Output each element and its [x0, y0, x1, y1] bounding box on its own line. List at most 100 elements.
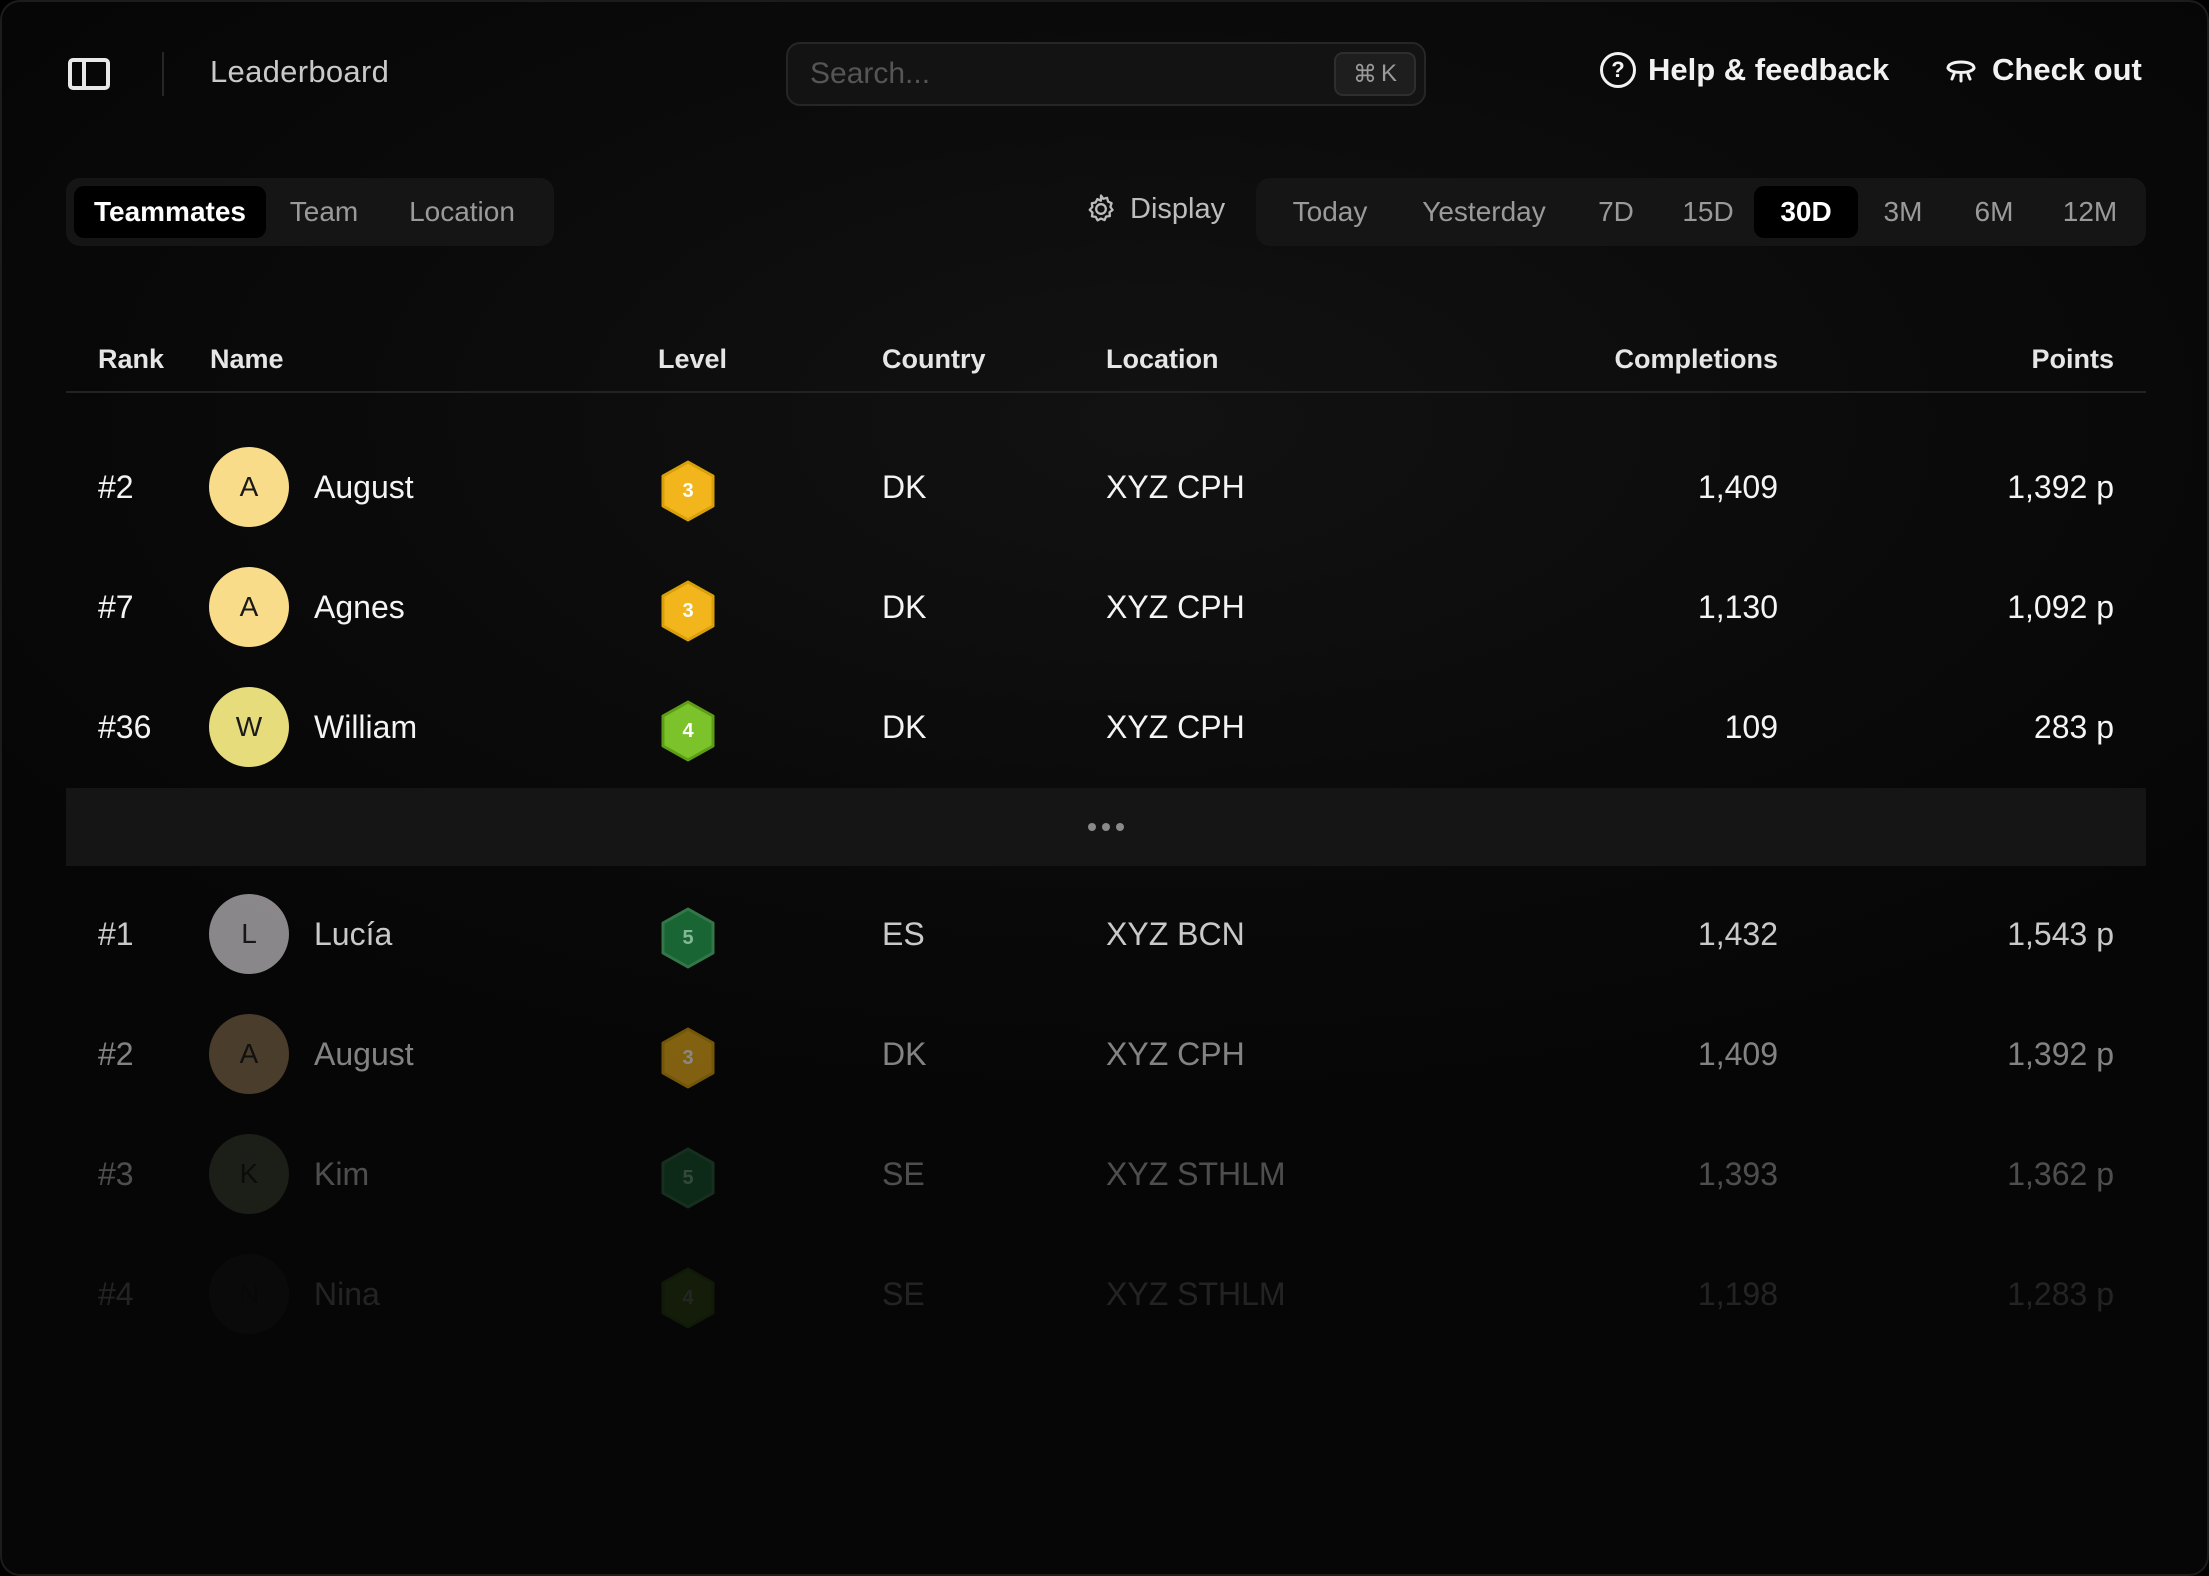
shortcut-badge: ⌘ K — [1334, 52, 1416, 96]
range-today[interactable]: Today — [1292, 196, 1368, 227]
checkout-icon — [1946, 60, 1976, 83]
range-yesterday[interactable]: Yesterday — [1422, 196, 1546, 227]
table-row[interactable]: #3 K Kim 5 SE XYZ STHLM 1,393 1,362 p — [66, 1114, 2146, 1234]
question-circle-icon: ? — [1600, 52, 1636, 88]
avatar: A — [209, 567, 289, 647]
level-value: 3 — [682, 479, 694, 502]
level-value: 4 — [682, 1286, 694, 1309]
avatar: A — [209, 1014, 289, 1094]
view-tabs: Teammates Team Location — [66, 178, 554, 246]
table-row[interactable]: #1 L Lucía 5 ES XYZ BCN 1,432 1,543 p — [66, 874, 2146, 994]
column-header-location[interactable]: Location — [1106, 344, 1219, 374]
avatar-initial: K — [239, 1158, 259, 1189]
header-divider-line — [66, 391, 2146, 393]
search-bar[interactable]: ⌘ K — [786, 42, 1426, 106]
rank-cell: #1 — [98, 915, 134, 952]
avatar-initial: W — [235, 711, 263, 742]
column-header-rank[interactable]: Rank — [98, 344, 165, 374]
tab-location[interactable]: Location — [409, 196, 515, 227]
completions-cell: 1,432 — [1697, 915, 1778, 952]
column-header-name[interactable]: Name — [210, 344, 284, 374]
check-out-button[interactable]: Check out — [1944, 52, 2142, 88]
avatar: L — [209, 894, 289, 974]
range-6m[interactable]: 6M — [1974, 196, 2014, 227]
tab-teammates[interactable]: Teammates — [74, 186, 266, 238]
level-value: 4 — [682, 719, 694, 742]
display-label: Display — [1130, 192, 1226, 225]
country-cell: DK — [882, 468, 927, 505]
points-cell: 1,392 p — [2007, 468, 2114, 505]
level-badge-icon: 5 — [660, 1147, 716, 1209]
avatar-initial: L — [241, 918, 257, 949]
rank-cell: #4 — [98, 1275, 134, 1312]
completions-cell: 1,409 — [1697, 468, 1778, 505]
name-cell[interactable]: William — [314, 708, 418, 745]
points-cell: 1,543 p — [2007, 915, 2114, 952]
name-cell[interactable]: August — [314, 1035, 414, 1072]
table-row[interactable]: #36 W William 4 DK XYZ CPH 109 283 p — [66, 667, 2146, 787]
location-cell: XYZ CPH — [1106, 588, 1245, 625]
header-divider — [162, 52, 164, 96]
completions-cell: 1,198 — [1697, 1275, 1778, 1312]
completions-cell: 1,409 — [1697, 1035, 1778, 1072]
avatar: A — [209, 447, 289, 527]
points-cell: 283 p — [2033, 708, 2114, 745]
ellipsis-icon — [1088, 823, 1124, 831]
column-header-country[interactable]: Country — [882, 344, 986, 374]
table-row[interactable]: #7 A Agnes 3 DK XYZ CPH 1,130 1,092 p — [66, 547, 2146, 667]
rank-cell: #36 — [98, 708, 152, 745]
time-range-selector: Today Yesterday 7D 15D 30D 3M 6M 12M — [1256, 178, 2146, 246]
sidebar-toggle-icon[interactable] — [68, 58, 110, 90]
rank-cell: #7 — [98, 588, 134, 625]
gear-icon — [1088, 194, 1114, 222]
range-15d[interactable]: 15D — [1682, 196, 1734, 227]
avatar-initial: A — [239, 591, 259, 622]
level-badge-icon: 3 — [660, 460, 716, 522]
collapsed-rows-separator[interactable] — [66, 788, 2146, 866]
location-cell: XYZ STHLM — [1106, 1155, 1286, 1192]
page-title: Leaderboard — [210, 54, 390, 89]
range-12m[interactable]: 12M — [2062, 196, 2118, 227]
tab-team[interactable]: Team — [289, 196, 359, 227]
table-row[interactable]: #2 A August 3 DK XYZ CPH 1,409 1,392 p — [66, 994, 2146, 1114]
range-30d[interactable]: 30D — [1754, 186, 1858, 238]
completions-cell: 1,393 — [1697, 1155, 1778, 1192]
name-cell[interactable]: August — [314, 468, 414, 505]
display-button[interactable]: Display — [1084, 192, 1225, 226]
rank-cell: #2 — [98, 1035, 134, 1072]
level-value: 5 — [682, 1166, 694, 1189]
location-cell: XYZ STHLM — [1106, 1275, 1286, 1312]
range-7d[interactable]: 7D — [1598, 196, 1634, 227]
table-row[interactable]: #4 N Nina 4 SE XYZ STHLM 1,198 1,283 p — [66, 1234, 2146, 1354]
country-cell: SE — [882, 1155, 925, 1192]
help-feedback-button[interactable]: ? Help & feedback — [1600, 52, 1889, 88]
country-cell: ES — [882, 915, 925, 952]
column-header-level[interactable]: Level — [658, 344, 728, 374]
name-cell[interactable]: Lucía — [314, 915, 393, 952]
range-3m[interactable]: 3M — [1883, 196, 1923, 227]
name-cell[interactable]: Agnes — [314, 588, 405, 625]
points-cell: 1,362 p — [2007, 1155, 2114, 1192]
country-cell: DK — [882, 588, 927, 625]
country-cell: DK — [882, 708, 927, 745]
level-badge-icon: 5 — [660, 907, 716, 969]
avatar-initial: A — [239, 1038, 259, 1069]
search-input[interactable] — [810, 54, 1290, 94]
name-cell[interactable]: Kim — [314, 1155, 370, 1192]
column-header-points[interactable]: Points — [2031, 344, 2114, 374]
table-row[interactable]: #2 A August 3 DK XYZ CPH 1,409 1,392 p — [66, 427, 2146, 547]
rank-cell: #2 — [98, 468, 134, 505]
location-cell: XYZ CPH — [1106, 1035, 1245, 1072]
avatar-initial: A — [239, 471, 259, 502]
avatar: N — [209, 1254, 289, 1334]
level-badge-icon: 3 — [660, 580, 716, 642]
column-header-completions[interactable]: Completions — [1614, 344, 1778, 374]
avatar-initial: N — [238, 1278, 260, 1309]
level-badge-icon: 4 — [660, 700, 716, 762]
level-badge-icon: 4 — [660, 1267, 716, 1329]
rank-cell: #3 — [98, 1155, 134, 1192]
completions-cell: 1,130 — [1697, 588, 1778, 625]
help-label: Help & feedback — [1648, 52, 1890, 87]
name-cell[interactable]: Nina — [314, 1275, 380, 1312]
